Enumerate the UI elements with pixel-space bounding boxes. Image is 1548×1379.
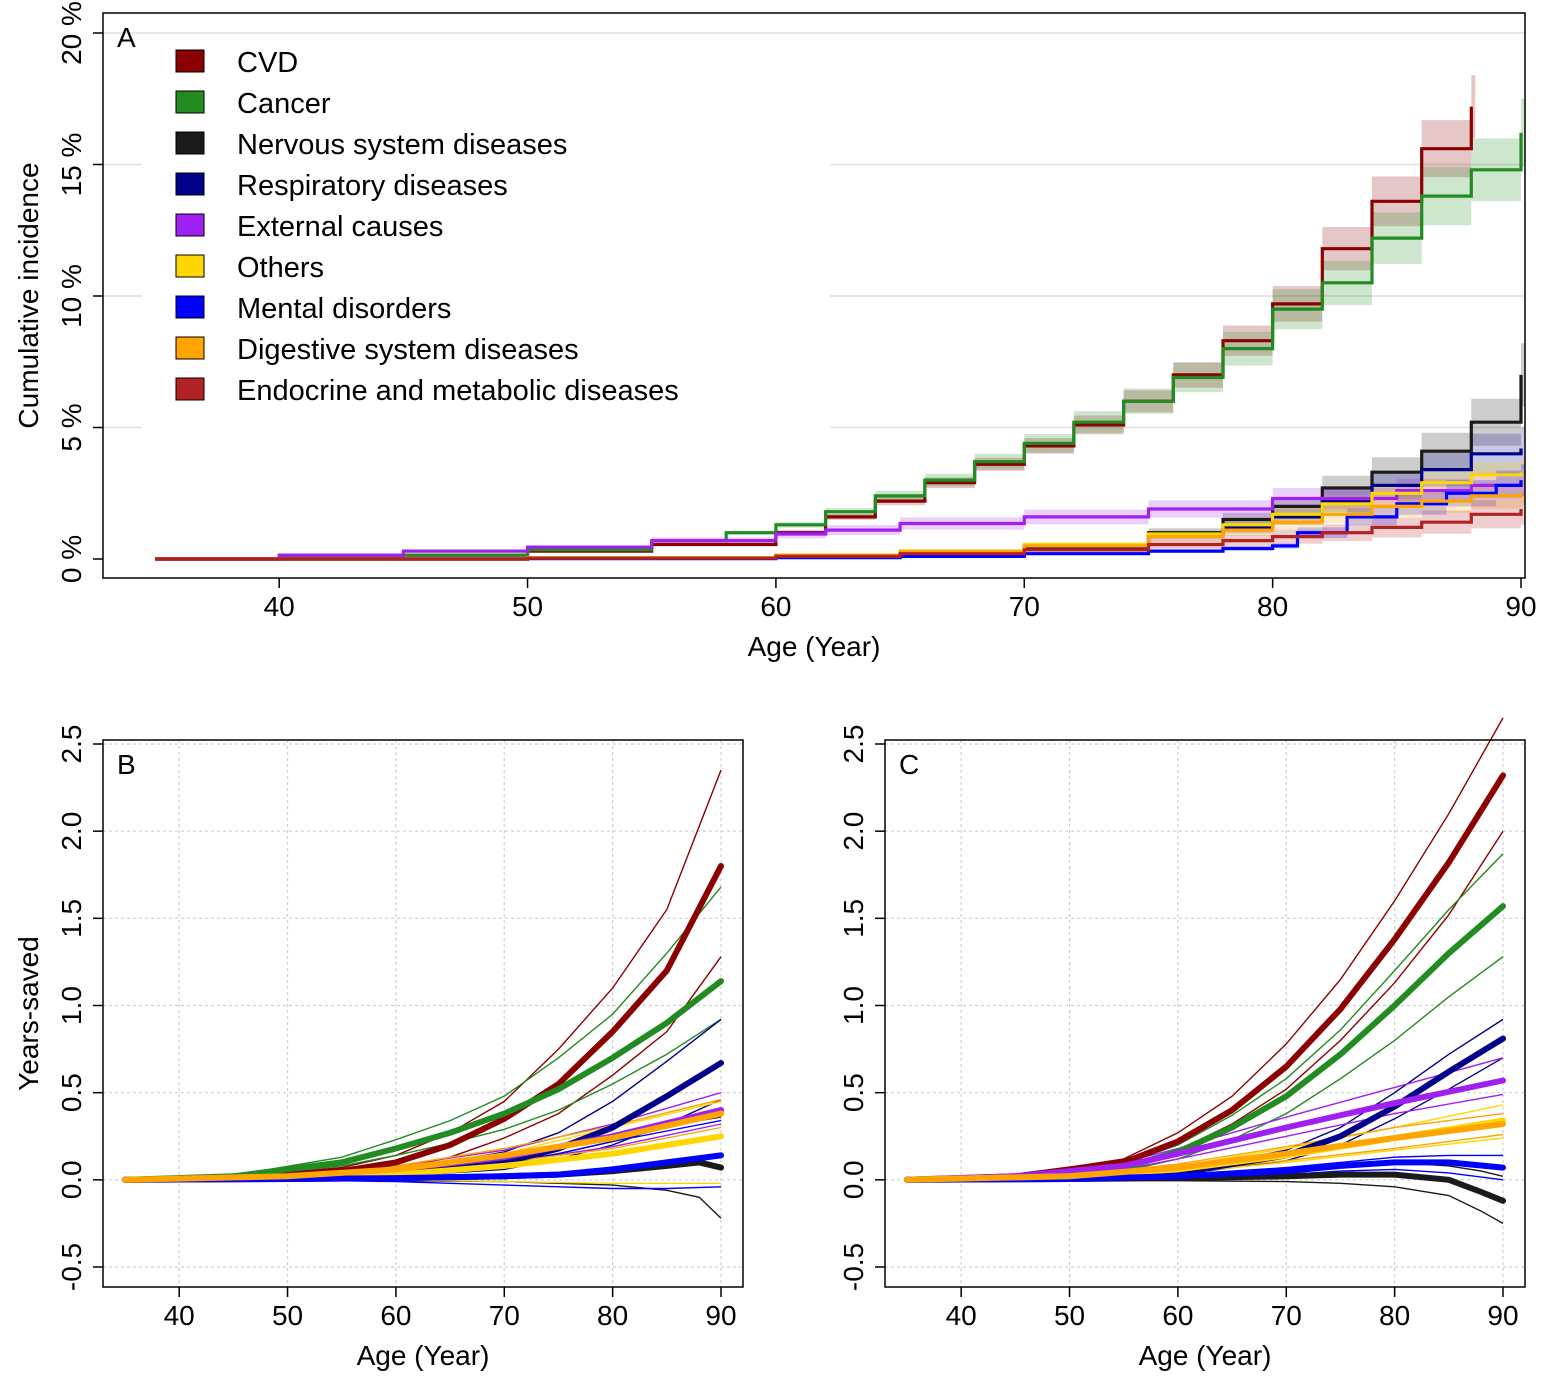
- ci-band-endocrine-and-metabolic-diseases: [155, 493, 1525, 559]
- panel-letter: B: [117, 749, 136, 780]
- y-tick-label: 0.5: [56, 1073, 87, 1112]
- series-line-mental-disorders: [122, 1152, 724, 1183]
- x-axis: 40 50 60 70 80 90 Age (Year): [164, 1287, 737, 1371]
- series-group: [122, 769, 724, 1219]
- series-line-mental-disorders: [904, 1159, 1506, 1183]
- x-axis: 40 50 60 70 80 90 Age (Year): [946, 1287, 1519, 1371]
- y-axis: -0.5 0.0 0.5 1.0 1.5 2.0 2.5: [838, 725, 885, 1291]
- y-tick-label: 2.0: [56, 812, 87, 851]
- legend-label: External causes: [237, 211, 443, 243]
- y-tick-label: 0.5: [838, 1073, 869, 1112]
- series-line-cancer: [155, 132, 1523, 561]
- x-tick-label: 80: [1379, 1300, 1410, 1331]
- series-line-cancer: [904, 903, 1506, 1183]
- y-tick-label: 20 %: [56, 1, 87, 65]
- x-tick-label: 60: [760, 591, 791, 622]
- y-tick-label: 1.0: [838, 986, 869, 1025]
- x-tick-label: 60: [380, 1300, 411, 1331]
- y-axis-title: Cumulative incidence: [13, 162, 44, 428]
- series-group: [155, 75, 1525, 561]
- x-tick-label: 40: [946, 1300, 977, 1331]
- plot-frame: [102, 739, 744, 1288]
- legend-swatch: [175, 336, 205, 360]
- legend-swatch: [175, 131, 205, 155]
- x-tick-label: 80: [1257, 591, 1288, 622]
- series-group: [904, 717, 1506, 1225]
- legend-label: Cancer: [237, 88, 331, 120]
- x-tick-label: 90: [705, 1300, 736, 1331]
- panel-b: B 40 50 60 70 80 90 Age (Year) -0.5 0.0 0.5 1.0 1.5 2…: [13, 725, 744, 1371]
- y-tick-label: 10 %: [56, 264, 87, 328]
- legend-swatch: [175, 254, 205, 278]
- legend-label: Respiratory diseases: [237, 170, 508, 202]
- legend: CVD Cancer Nervous system diseases Respirat…: [142, 34, 830, 434]
- legend-label: Endocrine and metabolic diseases: [237, 375, 679, 407]
- y-tick-label: -0.5: [56, 1243, 87, 1291]
- x-tick-label: 70: [1271, 1300, 1302, 1331]
- x-tick-label: 50: [512, 591, 543, 622]
- grid-lines: [103, 740, 743, 1287]
- legend-swatch: [175, 172, 205, 196]
- y-tick-label: 1.0: [56, 986, 87, 1025]
- y-tick-label: -0.5: [838, 1243, 869, 1291]
- x-tick-label: 90: [1505, 591, 1536, 622]
- y-tick-label: 0.0: [838, 1160, 869, 1199]
- legend-background: [142, 34, 830, 434]
- panel-c: C 40 50 60 70 80 90 Age (Year) -0.5 0.0 0.5 1.0 1.5 2…: [838, 717, 1526, 1371]
- x-tick-label: 50: [272, 1300, 303, 1331]
- x-tick-label: 50: [1054, 1300, 1085, 1331]
- panel-letter: C: [899, 749, 919, 780]
- legend-swatch: [175, 213, 205, 237]
- y-tick-label: 1.5: [838, 899, 869, 938]
- y-axis: 0 % 5 % 10 % 15 % 20 % Cumulative incidence: [13, 1, 103, 583]
- y-tick-label: 15 %: [56, 133, 87, 197]
- x-tick-label: 90: [1487, 1300, 1518, 1331]
- y-tick-label: 0.0: [56, 1160, 87, 1199]
- x-axis-title: Age (Year): [357, 1340, 490, 1371]
- legend-label: Nervous system diseases: [237, 129, 567, 161]
- legend-label: Others: [237, 252, 324, 284]
- legend-swatch: [175, 377, 205, 401]
- series-line-endocrine-and-metabolic-diseases: [155, 509, 1523, 561]
- y-tick-label: 1.5: [56, 899, 87, 938]
- ci-lower-cvd: [124, 956, 722, 1181]
- y-tick-label: 2.5: [838, 725, 869, 764]
- x-tick-label: 40: [164, 1300, 195, 1331]
- ci-band-digestive-system-diseases: [155, 480, 1525, 559]
- legend-swatch: [175, 90, 205, 114]
- y-axis: -0.5 0.0 0.5 1.0 1.5 2.0 2.5 Years-saved: [13, 725, 103, 1291]
- ci-upper-cancer: [906, 853, 1504, 1181]
- legend-swatch: [175, 295, 205, 319]
- ci-lower-nervous-system-diseases: [907, 1179, 1504, 1225]
- plot-frame: [884, 739, 1526, 1288]
- x-axis-title: Age (Year): [1139, 1340, 1272, 1371]
- x-tick-label: 40: [264, 591, 295, 622]
- legend-label: CVD: [237, 47, 298, 79]
- ci-lower-nervous-system-diseases: [125, 1179, 722, 1219]
- y-tick-label: 0 %: [56, 535, 87, 583]
- panel-a: A 40 50 60 70 80 90 Age (Year) 0 % 5 % 10 % 15 % 20 …: [13, 1, 1537, 662]
- series-line-cvd: [904, 772, 1506, 1183]
- series-line-cancer: [122, 978, 724, 1183]
- x-axis: 40 50 60 70 80 90 Age (Year): [264, 578, 1537, 662]
- y-tick-label: 2.0: [838, 812, 869, 851]
- series-line-digestive-system-diseases: [122, 1110, 724, 1183]
- legend-label: Mental disorders: [237, 293, 451, 325]
- y-axis-title: Years-saved: [13, 936, 44, 1091]
- series-line-digestive-system-diseases: [904, 1121, 1506, 1183]
- legend-swatch: [175, 49, 205, 73]
- x-axis-title: Age (Year): [748, 631, 881, 662]
- grid-lines: [885, 740, 1525, 1287]
- y-tick-label: 5 %: [56, 403, 87, 451]
- panel-letter: A: [117, 22, 136, 53]
- x-tick-label: 60: [1162, 1300, 1193, 1331]
- ci-band-external-causes: [155, 469, 1525, 559]
- y-tick-label: 2.5: [56, 725, 87, 764]
- x-tick-label: 80: [597, 1300, 628, 1331]
- x-tick-label: 70: [1009, 591, 1040, 622]
- legend-label: Digestive system diseases: [237, 334, 579, 366]
- x-tick-label: 70: [489, 1300, 520, 1331]
